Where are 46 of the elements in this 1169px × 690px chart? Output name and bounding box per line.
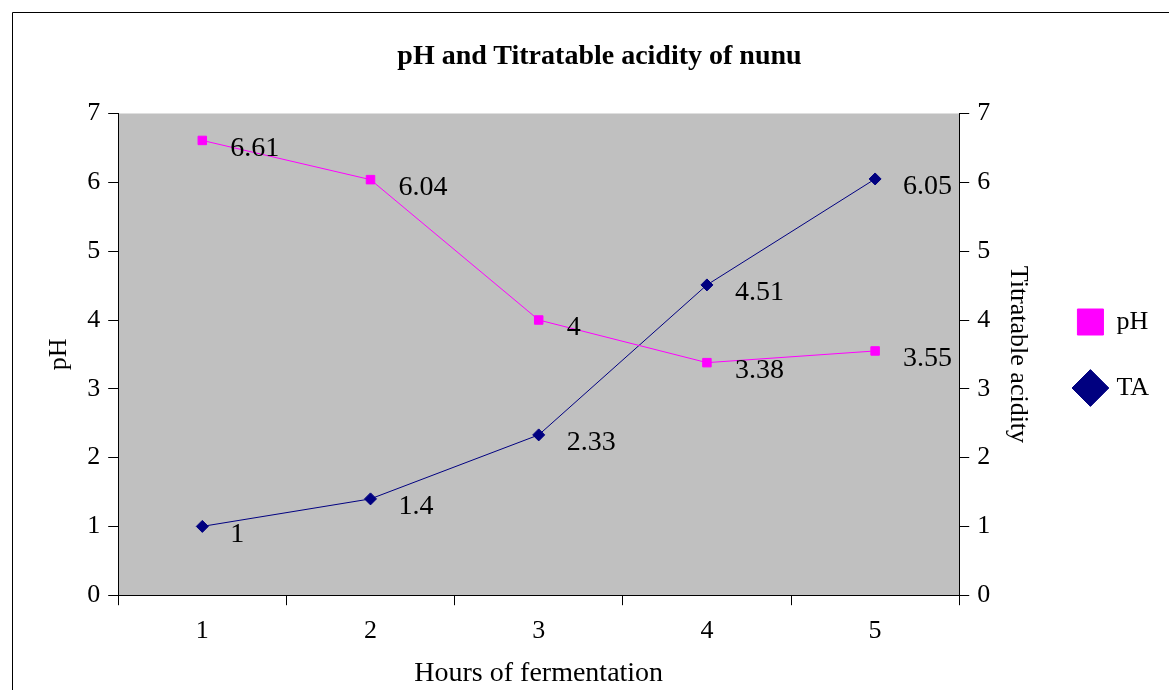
x-tick-label: 5 xyxy=(868,614,882,644)
x-axis-title: Hours of fermentation xyxy=(414,655,664,687)
y-tick-label: 4 xyxy=(87,303,101,333)
data-label: 6.61 xyxy=(230,130,280,162)
data-label: 1.4 xyxy=(398,489,434,521)
y-tick-label: 2 xyxy=(87,441,101,471)
data-label: 3.38 xyxy=(734,353,784,385)
y2-tick-label: 1 xyxy=(977,510,991,540)
point xyxy=(195,519,209,533)
point xyxy=(533,315,544,325)
y-tick-label: 0 xyxy=(87,579,101,609)
y2-axis-title: Titratable acidity xyxy=(1005,265,1034,444)
data-label: 2.33 xyxy=(566,425,616,457)
y2-tick-label: 3 xyxy=(977,372,991,402)
point xyxy=(868,172,882,186)
point xyxy=(364,492,378,506)
data-label: 1 xyxy=(230,516,245,548)
data-label: 3.55 xyxy=(903,341,953,373)
y-tick-label: 3 xyxy=(87,372,101,402)
x-tick-label: 2 xyxy=(364,614,378,644)
x-tick-label: 3 xyxy=(532,614,546,644)
point xyxy=(197,135,208,146)
y-axis-title: pH xyxy=(43,338,73,371)
y2-tick-label: 4 xyxy=(977,303,991,333)
y2-tick-label: 6 xyxy=(977,166,991,196)
point xyxy=(365,174,376,185)
y-tick-label: 5 xyxy=(87,235,101,265)
y2-tick-label: 2 xyxy=(977,441,991,471)
data-label: 6.04 xyxy=(398,170,448,202)
point xyxy=(700,278,714,292)
point xyxy=(870,346,880,356)
y-tick-label: 7 xyxy=(87,97,101,127)
legend-label: pH xyxy=(1116,305,1149,335)
y2-tick-label: 7 xyxy=(977,97,991,127)
legend-label: TA xyxy=(1116,371,1150,401)
data-label: 4.51 xyxy=(734,275,784,307)
data-label: 6.05 xyxy=(903,169,953,201)
y-tick-label: 6 xyxy=(87,166,101,196)
y2-tick-label: 0 xyxy=(977,579,991,609)
chart-title: pH and Titratable acidity of nunu xyxy=(397,39,802,71)
y-tick-label: 1 xyxy=(87,510,101,540)
x-tick-label: 1 xyxy=(195,614,209,644)
x-tick-label: 4 xyxy=(700,614,714,644)
point xyxy=(702,357,712,368)
point xyxy=(532,428,546,442)
y2-tick-label: 5 xyxy=(977,235,991,265)
